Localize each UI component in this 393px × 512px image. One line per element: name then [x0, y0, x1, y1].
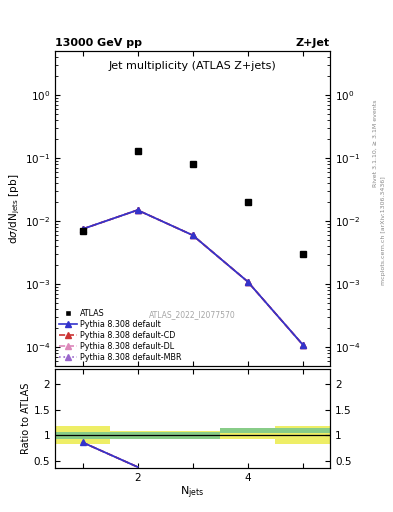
Text: 13000 GeV pp: 13000 GeV pp [55, 37, 142, 48]
X-axis label: N$_\mathregular{jets}$: N$_\mathregular{jets}$ [180, 485, 205, 501]
Legend: ATLAS, Pythia 8.308 default, Pythia 8.308 default-CD, Pythia 8.308 default-DL, P: ATLAS, Pythia 8.308 default, Pythia 8.30… [59, 309, 182, 362]
Text: Jet multiplicity (ATLAS Z+jets): Jet multiplicity (ATLAS Z+jets) [109, 60, 276, 71]
Y-axis label: Ratio to ATLAS: Ratio to ATLAS [21, 383, 31, 454]
Text: Z+Jet: Z+Jet [296, 37, 330, 48]
Text: Rivet 3.1.10, ≥ 3.1M events: Rivet 3.1.10, ≥ 3.1M events [373, 100, 378, 187]
Y-axis label: d$\sigma$/dN$_\mathregular{jets}$ [pb]: d$\sigma$/dN$_\mathregular{jets}$ [pb] [7, 174, 22, 244]
Text: mcplots.cern.ch [arXiv:1306.3436]: mcplots.cern.ch [arXiv:1306.3436] [381, 176, 386, 285]
Text: ATLAS_2022_I2077570: ATLAS_2022_I2077570 [149, 310, 236, 319]
